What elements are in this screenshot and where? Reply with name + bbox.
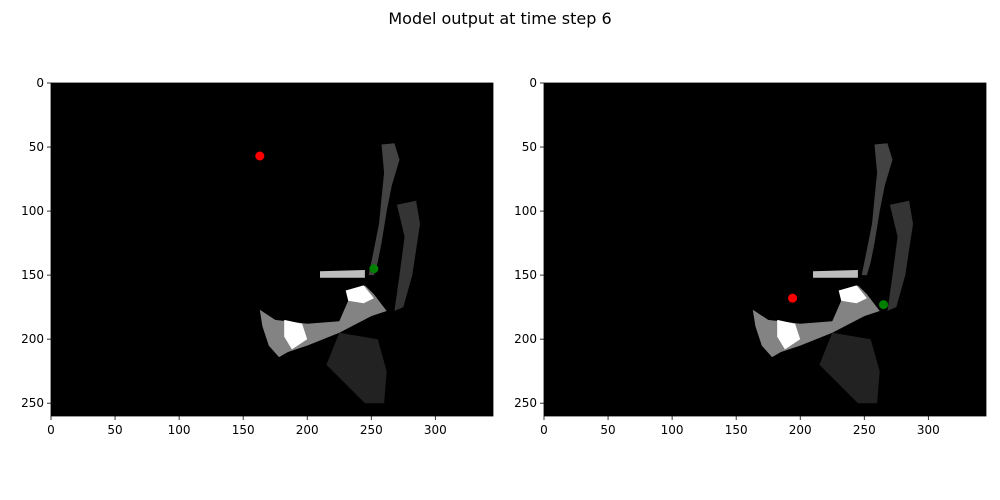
x-tick-label: 0 bbox=[47, 423, 55, 437]
x-tick-label: 100 bbox=[661, 423, 684, 437]
image-content bbox=[259, 143, 420, 404]
x-tick-label: 150 bbox=[725, 423, 748, 437]
y-tick-label: 250 bbox=[514, 396, 537, 410]
x-tick-label: 300 bbox=[917, 423, 940, 437]
green-point bbox=[369, 264, 379, 274]
green-point bbox=[879, 300, 889, 310]
image-content bbox=[752, 143, 913, 404]
x-tick-label: 200 bbox=[296, 423, 319, 437]
y-tick-label: 0 bbox=[529, 76, 537, 90]
y-tick-label: 200 bbox=[514, 332, 537, 346]
y-tick-label: 200 bbox=[21, 332, 44, 346]
x-tick-label: 0 bbox=[540, 423, 548, 437]
axes-frame bbox=[50, 82, 494, 417]
x-tick-label: 50 bbox=[107, 423, 122, 437]
y-tick-label: 50 bbox=[29, 140, 44, 154]
image-background bbox=[544, 83, 986, 416]
y-tick-label: 50 bbox=[522, 140, 537, 154]
x-tick-label: 250 bbox=[360, 423, 383, 437]
y-tick-label: 250 bbox=[21, 396, 44, 410]
x-tick-label: 150 bbox=[232, 423, 255, 437]
y-tick-label: 100 bbox=[514, 204, 537, 218]
red-point bbox=[255, 151, 265, 161]
image-background bbox=[51, 83, 493, 416]
x-tick-label: 250 bbox=[853, 423, 876, 437]
x-tick-label: 100 bbox=[168, 423, 191, 437]
x-tick-label: 200 bbox=[789, 423, 812, 437]
left-panel: 0 50 100 150 200 250 300 0 50 100 150 200 250 bbox=[21, 76, 494, 437]
y-tick-label: 0 bbox=[36, 76, 44, 90]
figure-title: Model output at time step 6 bbox=[388, 9, 611, 28]
right-panel: 0 50 100 150 200 250 300 0 50 100 150 200 250 bbox=[514, 76, 987, 437]
y-tick-label: 150 bbox=[21, 268, 44, 282]
x-tick-label: 50 bbox=[600, 423, 615, 437]
red-point bbox=[788, 293, 798, 303]
axes-frame bbox=[543, 82, 987, 417]
y-tick-label: 150 bbox=[514, 268, 537, 282]
x-tick-label: 300 bbox=[424, 423, 447, 437]
y-tick-label: 100 bbox=[21, 204, 44, 218]
